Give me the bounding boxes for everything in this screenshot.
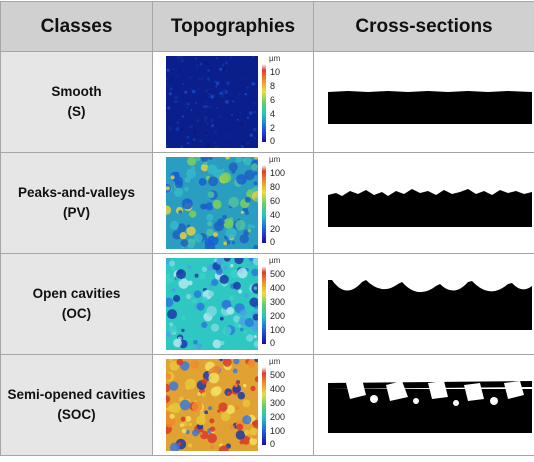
scale-tick: 0 [270, 136, 276, 146]
cross-section-cell [313, 253, 534, 355]
scale-tick: 0 [270, 338, 276, 348]
scale-tick: 300 [270, 297, 286, 307]
cross-section-open-cavities [328, 280, 532, 330]
color-scale-bar [262, 165, 266, 243]
scale-tick: 400 [270, 384, 286, 394]
class-name: Smooth [51, 84, 102, 99]
cross-section-peaks-valleys [328, 189, 532, 227]
topography-cell: µm 100 80 60 40 20 0 [152, 152, 314, 254]
cross-section-cell [313, 152, 534, 254]
header-topographies: Topographies [152, 1, 314, 52]
topography-cell: µm 10 8 6 4 2 0 [152, 51, 314, 153]
scale-tick: 400 [270, 283, 286, 293]
class-cell: Open cavities (OC) [0, 253, 153, 355]
cross-section-semi-opened-cavities [328, 379, 532, 433]
class-name: Peaks-and-valleys [17, 185, 136, 200]
header-classes: Classes [0, 1, 153, 52]
cross-section-cell [313, 51, 534, 153]
topography-cell: µm 500 400 300 200 100 0 [152, 253, 314, 355]
scale-tick: 500 [270, 370, 286, 380]
scale-tick: 8 [270, 81, 276, 91]
scale-unit: µm [269, 256, 281, 265]
scale-tick: 40 [270, 210, 281, 220]
scale-tick: 2 [270, 123, 276, 133]
scale-tick: 10 [270, 67, 281, 77]
table-row: Smooth (S) µm 10 8 6 4 2 0 [0, 51, 534, 153]
scale-tick: 4 [270, 109, 276, 119]
class-abbr: (S) [67, 104, 86, 119]
scale-tick: 100 [270, 426, 286, 436]
topography-map-semi-opened-cavities [166, 359, 258, 451]
class-cell: Smooth (S) [0, 51, 153, 153]
table-row: Peaks-and-valleys (PV) µm 100 80 60 40 2… [0, 152, 534, 254]
scale-tick: 80 [270, 182, 281, 192]
scale-tick: 200 [270, 311, 286, 321]
class-abbr: (SOC) [57, 407, 96, 422]
color-scale-bar [262, 64, 266, 142]
topography-cell: µm 500 400 300 200 100 0 [152, 354, 314, 456]
scale-tick: 0 [270, 439, 276, 449]
header-row: Classes Topographies Cross-sections [0, 1, 534, 52]
scale-unit: µm [269, 155, 281, 164]
cross-section-smooth [328, 91, 532, 124]
scale-tick: 100 [270, 168, 286, 178]
class-name: Open cavities [32, 286, 121, 301]
header-cross-sections: Cross-sections [313, 1, 534, 52]
scale-tick: 300 [270, 398, 286, 408]
scale-tick: 200 [270, 412, 286, 422]
scale-tick: 60 [270, 196, 281, 206]
scale-unit: µm [269, 357, 281, 366]
class-cell: Semi-opened cavities (SOC) [0, 354, 153, 456]
topography-map-smooth [166, 56, 258, 148]
class-abbr: (OC) [61, 306, 92, 321]
scale-tick: 6 [270, 95, 276, 105]
scale-tick: 0 [270, 237, 276, 247]
table-row: Semi-opened cavities (SOC) µm 500 400 30… [0, 354, 534, 456]
color-scale-bar [262, 367, 266, 445]
color-scale-bar [262, 266, 266, 344]
topography-map-peaks-valleys [166, 157, 258, 249]
scale-tick: 20 [270, 224, 281, 234]
cross-section-cell [313, 354, 534, 456]
table-row: Open cavities (OC) µm 500 400 300 200 10… [0, 253, 534, 355]
scale-tick: 100 [270, 325, 286, 335]
scale-unit: µm [269, 54, 281, 63]
class-abbr: (PV) [63, 205, 90, 220]
topography-map-open-cavities [166, 258, 258, 350]
class-name: Semi-opened cavities [7, 387, 146, 402]
scale-tick: 500 [270, 269, 286, 279]
class-cell: Peaks-and-valleys (PV) [0, 152, 153, 254]
